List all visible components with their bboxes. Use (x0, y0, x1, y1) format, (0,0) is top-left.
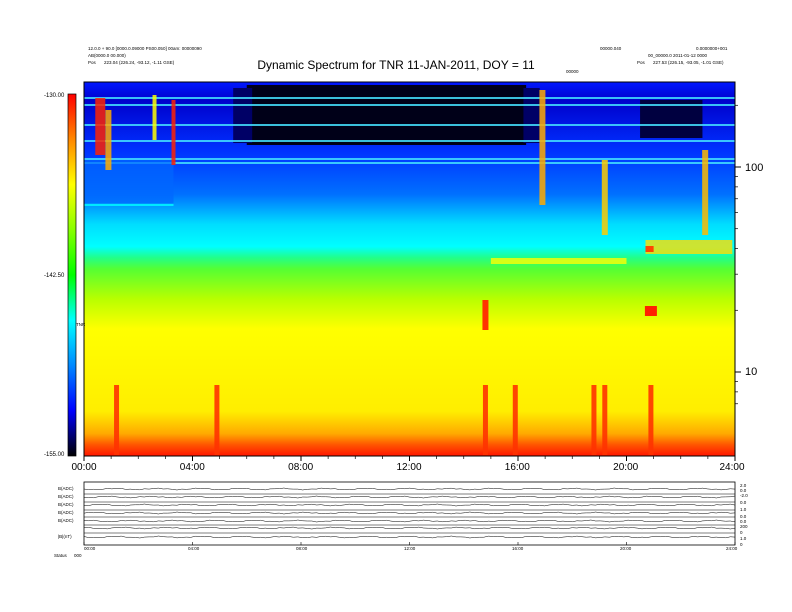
radio-burst (644, 306, 657, 316)
dark-band-edge (523, 88, 540, 143)
ts-right-value: 0.0 (740, 519, 747, 524)
low-frequency-streak (591, 385, 597, 455)
header-pos-label-left: Pos (88, 60, 96, 65)
x-tick-label: 00:00 (71, 462, 97, 473)
radio-burst (601, 160, 608, 235)
spectral-line (84, 97, 735, 99)
ts-tick-label: 04:00 (188, 546, 200, 551)
low-frequency-streak (482, 385, 488, 455)
ts-tick-label: 16:00 (512, 546, 524, 551)
plasma-line (645, 240, 733, 254)
x-tick-label: 24:00 (719, 462, 745, 473)
dark-band-edge (233, 88, 253, 143)
radio-burst (702, 150, 709, 235)
x-tick-label: 16:00 (504, 462, 530, 473)
header-info-right-a: 00000.040 (600, 46, 622, 51)
spectral-line (84, 140, 735, 142)
ts-tick-label: 00:00 (84, 546, 96, 551)
low-frequency-streak (648, 385, 654, 455)
x-tick-label: 12:00 (396, 462, 422, 473)
timeseries-trace (83, 511, 736, 515)
header-info-line1: 12.0.0 + 90.0 [0000.0.09000 PS00.050] 00… (88, 46, 202, 51)
colorbar-frame (67, 93, 77, 457)
status-value: 000 (74, 553, 82, 558)
ts-tick-label: 08:00 (296, 546, 308, 551)
ts-panel-label: B(ADC) (58, 518, 74, 523)
x-tick-label: 04:00 (179, 462, 205, 473)
ts-panel-label: B(ADC) (58, 502, 74, 507)
chart-title: Dynamic Spectrum for TNR 11-JAN-2011, DO… (257, 58, 535, 72)
ts-panel-label: B(ADC) (58, 486, 74, 491)
radio-burst (95, 98, 106, 155)
colorbar-tick-label: -130.00 (44, 93, 65, 99)
low-frequency-streak (214, 385, 220, 455)
dark-band-region (640, 100, 703, 138)
header-pos-value-left: 223.04 (226.24, -93.12, -1.11 GSE) (104, 60, 175, 65)
ts-tick-label: 12:00 (404, 546, 416, 551)
y-tick-label: 100 (745, 162, 764, 174)
ts-right-value: 0 (740, 530, 743, 535)
timeseries-trace (83, 535, 736, 539)
colorbar (68, 94, 76, 456)
ts-right-value: 0.0 (740, 514, 747, 519)
spectral-line (84, 162, 735, 164)
spectral-line (84, 104, 735, 106)
radio-burst (105, 110, 112, 170)
radio-burst (171, 100, 176, 165)
timeseries-trace (83, 503, 736, 507)
low-frequency-streak (602, 385, 608, 455)
dark-band-region (246, 85, 527, 145)
x-tick-label: 08:00 (288, 462, 314, 473)
y-tick-label: 10 (745, 366, 758, 378)
colorbar-tick-label: -155.00 (44, 452, 65, 458)
colorbar-tick-label: -142.50 (44, 273, 65, 279)
header-info-right-b: 0.0000000+001 (696, 46, 728, 51)
status-label: Status (54, 553, 67, 558)
ts-panel-label: B(ADC) (58, 510, 74, 515)
ts-right-value: 1.0 (740, 507, 747, 512)
spectral-line (84, 203, 174, 206)
radio-burst (645, 246, 654, 252)
spectral-line (84, 158, 735, 160)
timeseries-trace (83, 495, 736, 499)
radio-burst (482, 300, 489, 330)
noise-block (84, 160, 174, 204)
radio-burst (152, 95, 157, 140)
header-pos-value-right: 227.53 (226.15, -93.05, -1.01 GSE) (653, 60, 724, 65)
ts-right-value: 0 (740, 542, 743, 547)
header-info-right-2: 00_00000.0 2011-01-12 0000 (648, 53, 707, 58)
spectral-line (84, 124, 735, 126)
plasma-line (490, 258, 627, 264)
ts-panel-label: |B|(nT) (58, 534, 72, 539)
low-frequency-streak (114, 385, 120, 455)
low-frequency-streak (512, 385, 518, 455)
header-marker: 00000 (566, 69, 579, 74)
timeseries-trace (83, 526, 736, 530)
x-tick-label: 20:00 (613, 462, 639, 473)
radio-burst (539, 90, 546, 205)
timeseries-trace (83, 487, 736, 491)
ts-tick-label: 24:00 (726, 546, 738, 551)
ts-panel-label: B(ADC) (58, 494, 74, 499)
header-info-line2: AB(0000.0 00.000) (88, 53, 126, 58)
ts-right-value: 0.0 (740, 500, 747, 505)
ts-tick-label: 20:00 (620, 546, 632, 551)
ts-right-value: 0.0 (740, 488, 747, 493)
ts-right-value: 200 (740, 524, 748, 529)
colorbar-label: TNR (76, 322, 86, 327)
ts-right-value: -2.0 (740, 493, 748, 498)
ts-right-value: 2.0 (740, 483, 747, 488)
header-pos-label-right: Pos (637, 60, 645, 65)
ts-right-value: 1.0 (740, 536, 747, 541)
timeseries-trace (83, 519, 736, 523)
